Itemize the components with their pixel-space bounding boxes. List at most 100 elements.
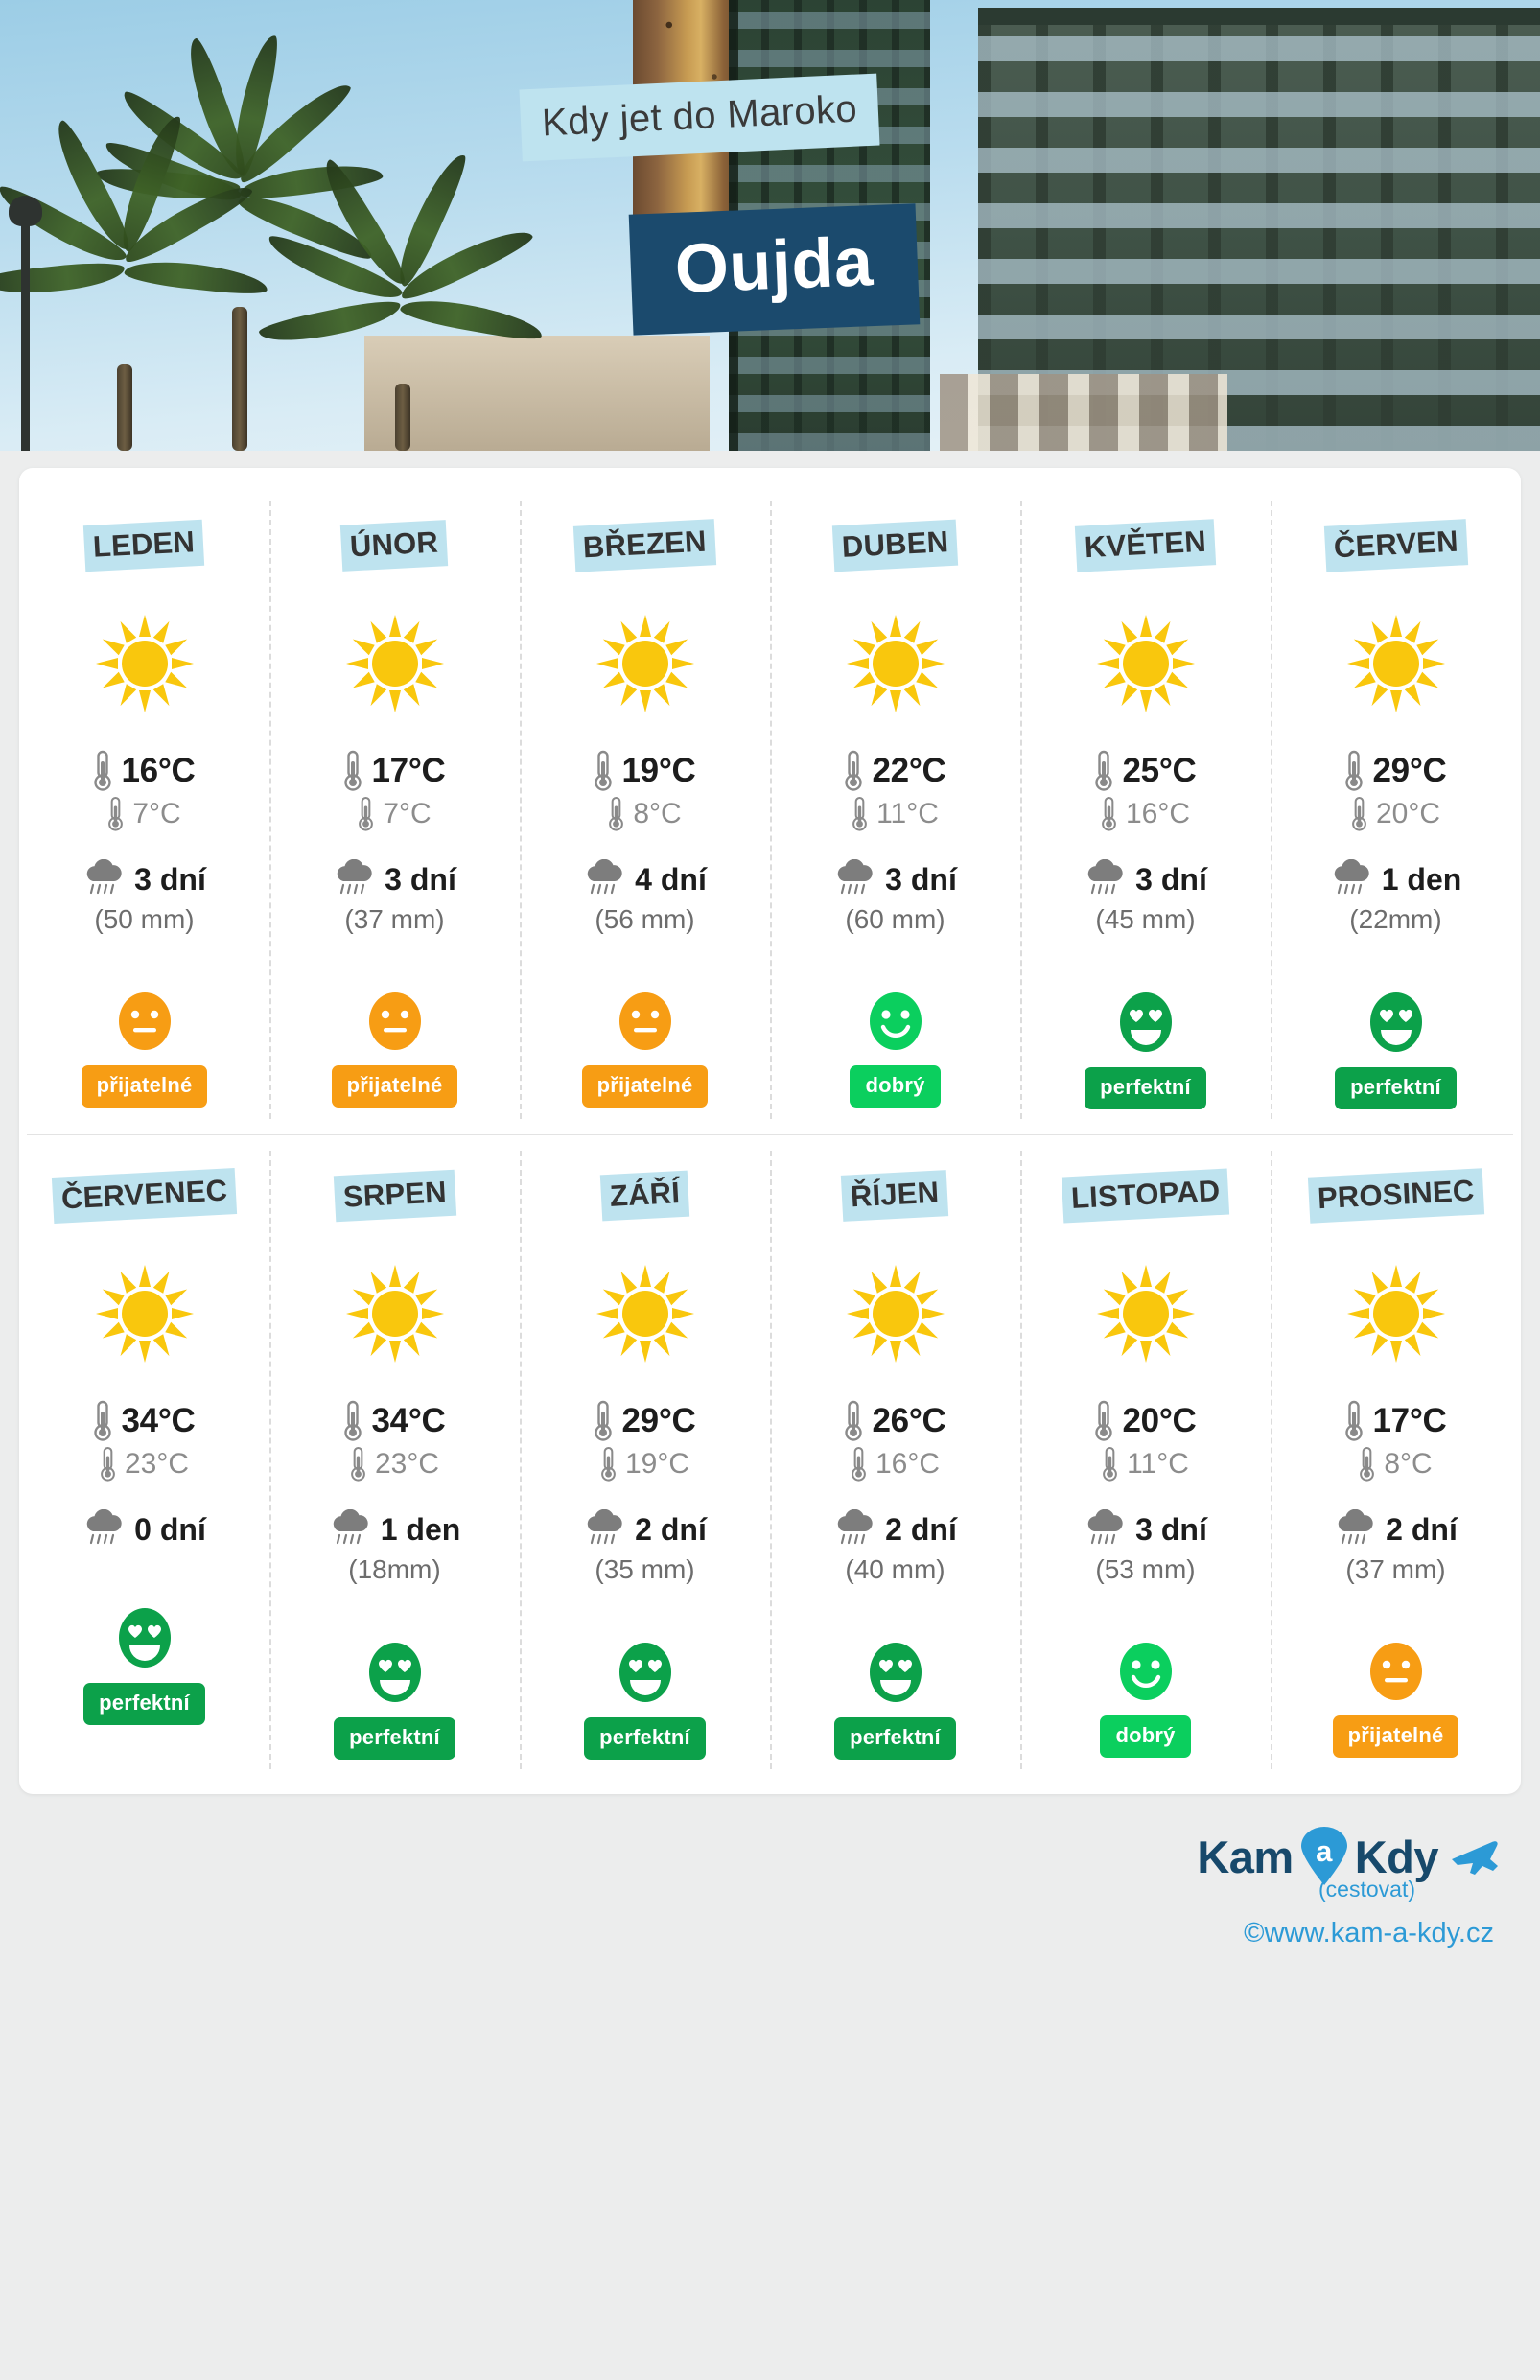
- rating-badge[interactable]: perfektní: [1085, 1067, 1206, 1109]
- rating-badge[interactable]: dobrý: [850, 1065, 941, 1108]
- thermometer-low-icon: [1102, 1446, 1118, 1482]
- rain-mm-value: (18mm): [348, 1554, 441, 1584]
- high-temp-row: 34°C: [275, 1400, 514, 1442]
- temperature-block: 29°C 20°C: [1276, 750, 1515, 832]
- month-name: ZÁŘÍ: [599, 1170, 690, 1222]
- rating-face-icon: [275, 991, 514, 1052]
- low-temp-value: 7°C: [383, 798, 432, 829]
- rating-badge[interactable]: perfektní: [1335, 1067, 1457, 1109]
- rain-cloud-icon: [329, 1508, 371, 1551]
- low-temp-value: 23°C: [374, 1448, 440, 1480]
- thermometer-high-icon: [844, 750, 863, 792]
- rating-badge[interactable]: dobrý: [1100, 1715, 1191, 1758]
- rain-mm-value: (45 mm): [1095, 904, 1196, 934]
- footer: Kam a Kdy (cestovat) ©www.kam-a-kdy.cz: [0, 1794, 1540, 1976]
- rain-days-value: 4 dní: [635, 862, 707, 897]
- rain-days-value: 2 dní: [885, 1512, 957, 1547]
- rain-days-row: 2 dní: [525, 1508, 764, 1551]
- rain-cloud-icon: [583, 858, 625, 900]
- rating-face-icon: [1276, 991, 1515, 1054]
- rating-badge[interactable]: perfektní: [834, 1717, 956, 1760]
- high-temp-value: 19°C: [621, 752, 696, 789]
- rating-block: perfektní: [776, 1641, 1015, 1760]
- temperature-block: 25°C 16°C: [1026, 750, 1265, 832]
- months-panel: LEDEN 16°C: [19, 468, 1521, 1794]
- rain-days-value: 1 den: [1381, 862, 1462, 897]
- temperature-block: 19°C 8°C: [525, 750, 764, 832]
- month-card: LISTOPAD 20°C: [1020, 1135, 1271, 1785]
- rain-days-value: 3 dní: [1135, 862, 1207, 897]
- rating-block: přijatelné: [275, 991, 514, 1108]
- sun-icon: [1276, 1233, 1515, 1394]
- thermometer-low-icon: [107, 796, 124, 832]
- city-name: Oujda: [673, 223, 875, 308]
- site-logo[interactable]: Kam a Kdy: [1197, 1827, 1500, 1886]
- temperature-block: 22°C 11°C: [776, 750, 1015, 832]
- rain-mm-value: (22mm): [1349, 904, 1442, 934]
- rain-days-value: 3 dní: [885, 862, 957, 897]
- thermometer-high-icon: [844, 1400, 863, 1442]
- thermometer-high-icon: [1344, 1400, 1364, 1442]
- low-temp-row: 7°C: [275, 796, 514, 832]
- rating-badge[interactable]: přijatelné: [1332, 1715, 1459, 1758]
- temperature-block: 16°C 7°C: [25, 750, 264, 832]
- rating-badge[interactable]: perfektní: [83, 1683, 205, 1725]
- rating-badge[interactable]: perfektní: [584, 1717, 706, 1760]
- rain-days-row: 3 dní: [1026, 1508, 1265, 1551]
- rating-badge[interactable]: přijatelné: [331, 1065, 458, 1108]
- thermometer-high-icon: [1094, 1400, 1113, 1442]
- sun-icon: [776, 1233, 1015, 1394]
- low-wall: [364, 336, 710, 451]
- thermometer-low-icon: [350, 1446, 366, 1482]
- rating-badge[interactable]: perfektní: [334, 1717, 455, 1760]
- rain-cloud-icon: [82, 1508, 125, 1551]
- rain-days-value: 3 dní: [1135, 1512, 1207, 1547]
- rating-face-icon: [1276, 1641, 1515, 1702]
- rating-badge[interactable]: přijatelné: [81, 1065, 208, 1108]
- rain-days-value: 0 dní: [134, 1512, 206, 1547]
- rain-cloud-icon: [1084, 1508, 1126, 1551]
- thermometer-low-icon: [358, 796, 374, 832]
- low-temp-row: 7°C: [25, 796, 264, 832]
- low-temp-row: 16°C: [776, 1446, 1015, 1482]
- sun-icon: [275, 1233, 514, 1394]
- rain-days-row: 2 dní: [1276, 1508, 1515, 1551]
- high-temp-row: 17°C: [1276, 1400, 1515, 1442]
- rain-cloud-icon: [833, 858, 875, 900]
- month-card: ŘÍJEN 26°C: [770, 1135, 1020, 1785]
- thermometer-low-icon: [1351, 796, 1367, 832]
- palm-tree-2: [0, 110, 269, 451]
- rating-block: perfektní: [25, 1606, 264, 1725]
- rain-cloud-icon: [1084, 858, 1126, 900]
- month-card: ZÁŘÍ 29°C: [520, 1135, 770, 1785]
- rain-days-row: 4 dní: [525, 858, 764, 900]
- rain-cloud-icon: [833, 1508, 875, 1551]
- rain-days-value: 2 dní: [635, 1512, 707, 1547]
- rating-badge[interactable]: přijatelné: [581, 1065, 709, 1108]
- low-temp-row: 19°C: [525, 1446, 764, 1482]
- sun-icon: [1026, 583, 1265, 744]
- sun-icon: [525, 583, 764, 744]
- month-card: ČERVEN 29°C: [1271, 485, 1521, 1134]
- month-header: PROSINEC: [1276, 1158, 1515, 1233]
- rating-face-icon: [776, 1641, 1015, 1704]
- rating-block: perfektní: [525, 1641, 764, 1760]
- low-temp-row: 23°C: [25, 1446, 264, 1482]
- rain-days-row: 1 den: [1276, 858, 1515, 900]
- rain-mm-value: (56 mm): [595, 904, 695, 934]
- palm-tree-3: [257, 148, 545, 451]
- rain-days-row: 3 dní: [25, 858, 264, 900]
- temperature-block: 34°C 23°C: [25, 1400, 264, 1482]
- month-header: SRPEN: [275, 1158, 514, 1233]
- rating-block: přijatelné: [1276, 1641, 1515, 1758]
- month-header: ŘÍJEN: [776, 1158, 1015, 1233]
- rain-days-row: 2 dní: [776, 1508, 1015, 1551]
- rain-cloud-icon: [1330, 858, 1372, 900]
- high-temp-value: 16°C: [121, 752, 196, 789]
- rain-days-value: 3 dní: [134, 862, 206, 897]
- month-card: SRPEN 34°C: [269, 1135, 520, 1785]
- rain-days-value: 1 den: [380, 1512, 461, 1547]
- high-temp-value: 20°C: [1122, 1402, 1197, 1439]
- website-link[interactable]: ©www.kam-a-kdy.cz: [1244, 1918, 1494, 1948]
- rating-face-icon: [1026, 1641, 1265, 1702]
